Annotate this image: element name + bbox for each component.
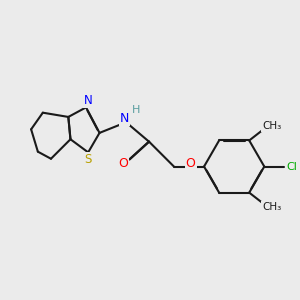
Text: O: O: [186, 157, 196, 170]
Text: N: N: [120, 112, 129, 125]
Text: CH₃: CH₃: [262, 121, 281, 131]
Text: N: N: [83, 94, 92, 107]
Text: S: S: [84, 153, 91, 166]
Text: Cl: Cl: [286, 161, 297, 172]
Text: H: H: [132, 105, 140, 115]
Text: O: O: [118, 157, 128, 169]
Text: CH₃: CH₃: [262, 202, 281, 212]
